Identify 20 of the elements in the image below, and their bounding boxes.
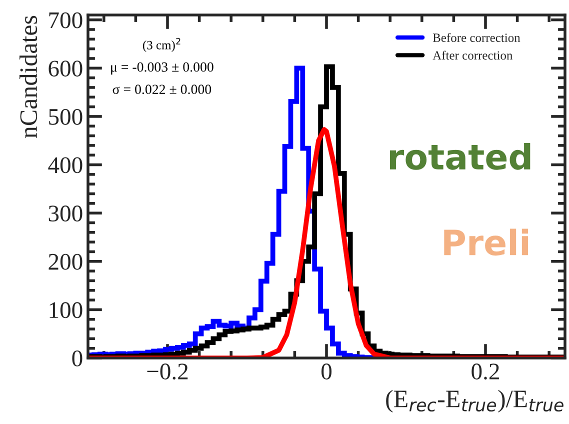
y-tick-label: 600 — [48, 60, 82, 77]
y-tick-label: 0 — [72, 350, 82, 366]
y-tick-label: 400 — [48, 157, 82, 174]
y-axis-title: nCandidates — [19, 16, 38, 138]
x-tick-label: −0.2 — [147, 364, 188, 380]
y-tick-label: 200 — [48, 254, 82, 270]
annotation: Preli — [444, 228, 528, 256]
x-tick-label: 0 — [321, 364, 332, 380]
annotation: μ = -0.003 ± 0.000 — [111, 62, 214, 75]
legend-label: Before correction — [432, 33, 520, 42]
x-tick-label: 0.2 — [472, 364, 499, 380]
legend-label: After correction — [432, 50, 513, 60]
annotation: rotated — [390, 142, 530, 170]
annotation: (3 cm)$^{2}$ — [142, 38, 180, 52]
y-tick-label: 100 — [50, 302, 82, 318]
annotation: σ = 0.022 ± 0.000 — [112, 84, 212, 94]
y-tick-label: 500 — [49, 108, 82, 125]
x-axis-title: (E$_{rec}$-E$_{true}$)/E$_{true}$ — [386, 390, 564, 412]
y-tick-label: 700 — [49, 12, 82, 28]
y-tick-label: 300 — [48, 206, 82, 222]
